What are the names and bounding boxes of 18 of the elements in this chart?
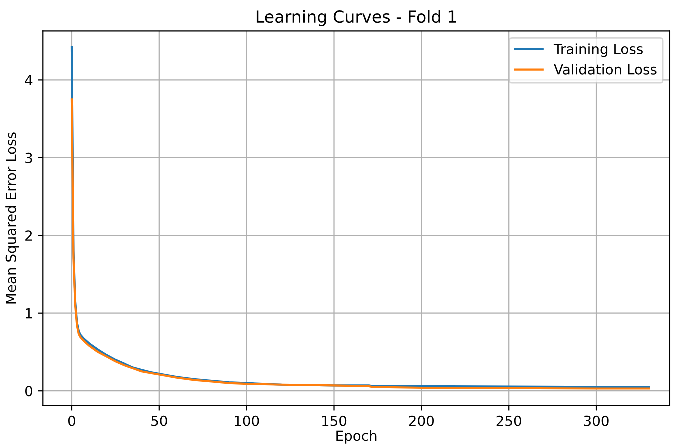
y-tick-label: 4 — [25, 75, 33, 86]
x-tick-label: 250 — [496, 416, 522, 426]
y-tick-label: 3 — [26, 152, 32, 164]
x-axis-title: Epoch — [336, 430, 377, 444]
x-tick-label: 150 — [322, 416, 347, 426]
line-series — [70, 98, 650, 390]
y-tick-label: 0 — [25, 386, 32, 397]
legend-label: Training Loss — [554, 44, 643, 58]
legend-label: Validation Loss — [554, 64, 657, 75]
x-tick-label: 300 — [584, 416, 609, 426]
chart-title: Learning Curves - Fold 1 — [256, 10, 456, 26]
x-tick-label: 50 — [152, 416, 168, 426]
x-tick-label: 0 — [68, 416, 76, 426]
x-tick-label: 200 — [409, 416, 434, 426]
y-axis-title: Mean Squared Error Loss — [6, 132, 20, 304]
y-tick-label: 2 — [26, 230, 32, 241]
y-tick-label: 1 — [26, 308, 32, 319]
x-tick-label: 100 — [235, 416, 260, 426]
